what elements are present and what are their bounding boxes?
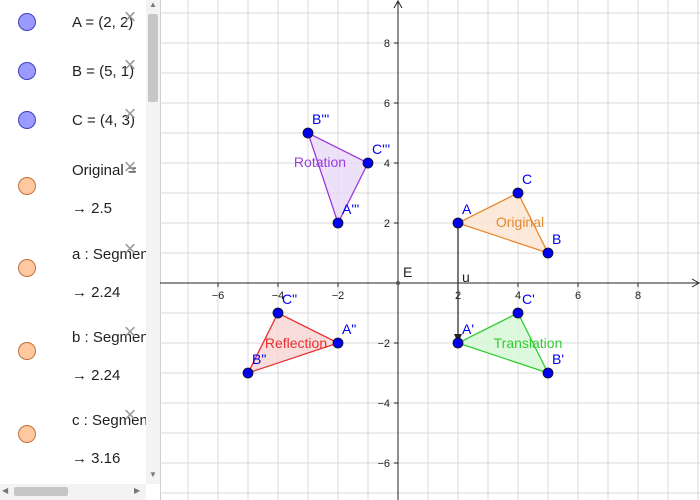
polygon-label-reflection: Reflection (265, 335, 327, 351)
visibility-toggle-icon[interactable] (18, 259, 36, 277)
vertical-scrollbar-thumb[interactable] (148, 14, 158, 102)
x-tick-label: −6 (212, 290, 225, 302)
origin-point[interactable] (396, 281, 400, 285)
point-label: C" (282, 291, 297, 307)
algebra-value: → 2.24 (72, 367, 121, 384)
visibility-toggle-icon[interactable] (18, 62, 36, 80)
x-tick-label: 4 (515, 290, 521, 302)
algebra-row-c[interactable]: c : Segment → 3.16 × (0, 394, 146, 485)
delete-icon[interactable]: × (123, 101, 137, 126)
algebra-definition[interactable]: B = (5, 1) (72, 63, 135, 80)
algebra-definition[interactable]: Original = (72, 162, 137, 179)
y-tick-label: 8 (384, 38, 390, 50)
algebra-value: → 2.24 (72, 284, 121, 301)
y-tick-label: −4 (377, 398, 390, 410)
point-label: B" (252, 351, 266, 367)
polygon-original[interactable] (456, 192, 550, 255)
polygon-rotation[interactable] (306, 131, 369, 225)
point-label: B' (552, 351, 564, 367)
point-rotation[interactable] (332, 217, 344, 229)
graphics-view[interactable]: −6−4−22468−6−4−22468OriginalTranslationR… (160, 0, 700, 500)
visibility-toggle-icon[interactable] (18, 425, 36, 443)
y-tick-label: 2 (384, 218, 390, 230)
algebra-definition[interactable]: C = (4, 3) (72, 112, 135, 129)
algebra-row-original[interactable]: Original = → 2.5 × (0, 146, 146, 229)
algebra-definition[interactable]: a : Segment (72, 246, 146, 263)
x-tick-label: 8 (635, 290, 641, 302)
point-label: A (462, 201, 472, 217)
x-tick-label: −2 (332, 290, 345, 302)
point-original[interactable] (512, 187, 524, 199)
algebra-view: A = (2, 2) × B = (5, 1) × C = (4, 3) × Origina… (0, 0, 161, 500)
polygon-translation[interactable] (456, 312, 550, 375)
point-label: B''' (312, 111, 329, 127)
y-axis-arrow-icon (393, 0, 403, 9)
polygon-label-rotation: Rotation (294, 154, 346, 170)
x-tick-label: 6 (575, 290, 581, 302)
point-original[interactable] (452, 217, 464, 229)
y-tick-label: 4 (384, 158, 390, 170)
algebra-value: → 3.16 (72, 450, 121, 467)
scroll-right-arrow-icon[interactable]: ▶ (134, 486, 141, 495)
algebra-row-b[interactable]: b : Segment → 2.24 × (0, 311, 146, 395)
point-reflection[interactable] (272, 307, 284, 319)
point-translation[interactable] (542, 367, 554, 379)
vertical-scrollbar[interactable] (146, 0, 160, 484)
scroll-up-arrow-icon[interactable]: ▲ (149, 0, 157, 9)
point-rotation[interactable] (362, 157, 374, 169)
algebra-value: → 2.5 (72, 200, 113, 217)
delete-icon[interactable]: × (123, 402, 137, 427)
algebra-row-C[interactable]: C = (4, 3) × (0, 97, 146, 147)
point-label: C' (522, 291, 535, 307)
vector-label: u (462, 269, 470, 285)
algebra-definition[interactable]: b : Segment (72, 329, 146, 346)
point-label: A''' (342, 201, 359, 217)
point-translation[interactable] (512, 307, 524, 319)
delete-icon[interactable]: × (123, 236, 137, 261)
y-tick-label: −2 (377, 338, 390, 350)
delete-icon[interactable]: × (123, 154, 137, 179)
point-original[interactable] (542, 247, 554, 259)
point-reflection[interactable] (242, 367, 254, 379)
scroll-left-arrow-icon[interactable]: ◀ (2, 486, 9, 495)
point-label: A" (342, 321, 356, 337)
polygon-reflection[interactable] (246, 312, 340, 375)
point-label: C''' (372, 141, 390, 157)
horizontal-scrollbar-thumb[interactable] (14, 487, 68, 496)
x-tick-label: −4 (272, 290, 285, 302)
point-rotation[interactable] (302, 127, 314, 139)
visibility-toggle-icon[interactable] (18, 111, 36, 129)
x-axis-arrow-icon (691, 278, 700, 288)
y-tick-label: −6 (377, 458, 390, 470)
delete-icon[interactable]: × (123, 319, 137, 344)
y-tick-label: 6 (384, 98, 390, 110)
origin-label: E (403, 264, 412, 280)
delete-icon[interactable]: × (123, 52, 137, 77)
algebra-definition[interactable]: c : Segment (72, 412, 146, 429)
visibility-toggle-icon[interactable] (18, 177, 36, 195)
algebra-row-B[interactable]: B = (5, 1) × (0, 48, 146, 98)
point-label: A' (462, 321, 474, 337)
visibility-toggle-icon[interactable] (18, 13, 36, 31)
point-label: C (522, 171, 532, 187)
algebra-row-A[interactable]: A = (2, 2) × (0, 0, 146, 49)
scroll-down-arrow-icon[interactable]: ▼ (149, 470, 157, 479)
point-label: B (552, 231, 561, 247)
polygon-label-original: Original (496, 214, 544, 230)
point-reflection[interactable] (332, 337, 344, 349)
visibility-toggle-icon[interactable] (18, 342, 36, 360)
algebra-definition[interactable]: A = (2, 2) (72, 14, 134, 31)
point-translation[interactable] (452, 337, 464, 349)
delete-icon[interactable]: × (123, 4, 137, 29)
polygon-label-translation: Translation (494, 335, 563, 351)
algebra-row-a[interactable]: a : Segment → 2.24 × (0, 228, 146, 312)
